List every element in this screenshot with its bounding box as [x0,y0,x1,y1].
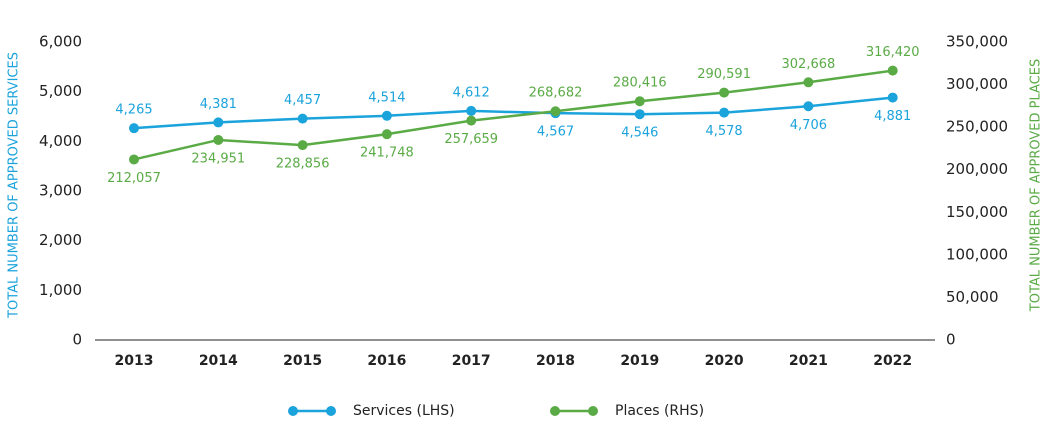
data-label: 290,591 [697,67,751,82]
y2-tick-label: 200,000 [946,160,1008,178]
data-point [297,113,308,124]
legend-marker [326,406,336,416]
data-label: 268,682 [529,86,583,101]
x-tick-label: 2014 [199,353,238,369]
y2-axis-title: TOTAL NUMBER OF APPROVED PLACES [1029,59,1043,312]
data-point [381,110,392,121]
data-point [550,106,561,117]
data-label: 4,578 [705,124,742,139]
data-point [297,140,308,151]
data-point [213,134,224,145]
data-point [634,109,645,120]
data-label: 4,567 [537,125,574,140]
y2-tick-label: 350,000 [946,33,1008,51]
data-label: 4,612 [453,85,490,100]
data-point [803,101,814,112]
y2-tick-label: 150,000 [946,203,1008,221]
y-tick-label: 4,000 [39,132,82,150]
x-tick-label: 2021 [789,353,828,369]
data-label: 316,420 [866,45,920,60]
data-label: 241,748 [360,146,414,161]
y-tick-label: 2,000 [39,231,82,249]
x-tick-label: 2019 [620,353,659,369]
data-point [719,107,730,118]
x-tick-label: 2020 [705,353,744,369]
y-tick-label: 0 [72,331,82,349]
y-axis-title: TOTAL NUMBER OF APPROVED SERVICES [7,52,22,319]
data-point [803,77,814,88]
x-tick-label: 2022 [873,353,912,369]
data-label: 4,706 [790,118,827,133]
legend-marker [550,406,560,416]
data-label: 4,457 [284,93,321,108]
data-point [466,105,477,116]
data-point [466,115,477,126]
data-point [129,154,139,165]
data-label: 228,856 [276,157,330,172]
y-tick-label: 6,000 [39,33,82,51]
data-point [887,65,898,76]
y2-tick-label: 100,000 [946,245,1008,263]
data-label: 302,668 [782,57,836,72]
x-tick-label: 2016 [367,353,406,369]
y2-tick-label: 300,000 [946,75,1008,93]
data-label: 280,416 [613,76,667,91]
x-tick-label: 2017 [452,353,491,369]
y2-tick-label: 0 [946,331,956,349]
legend-label: Services (LHS) [353,403,455,419]
data-label: 212,057 [107,171,161,186]
data-label: 4,881 [874,109,911,124]
y2-tick-label: 50,000 [946,288,999,306]
legend-label: Places (RHS) [615,403,704,419]
data-label: 234,951 [191,151,245,166]
data-label: 4,381 [200,97,237,112]
series-line [133,69,893,161]
legend-marker [288,406,298,416]
y-tick-label: 1,000 [39,281,82,299]
data-point [634,96,645,107]
x-tick-label: 2013 [115,353,154,369]
data-point [719,87,730,98]
y2-tick-label: 250,000 [946,118,1008,136]
legend-marker [588,406,598,416]
series-line [133,96,893,130]
x-tick-label: 2018 [536,353,575,369]
data-point [129,123,139,134]
y-tick-label: 3,000 [39,182,82,200]
data-point [887,92,898,103]
data-label: 4,265 [115,103,152,118]
data-label: 4,546 [621,126,658,141]
data-point [381,129,392,140]
x-tick-label: 2015 [283,353,322,369]
data-label: 257,659 [444,132,498,147]
data-point [213,117,224,128]
data-label: 4,514 [368,90,405,105]
y-tick-label: 5,000 [39,82,82,100]
